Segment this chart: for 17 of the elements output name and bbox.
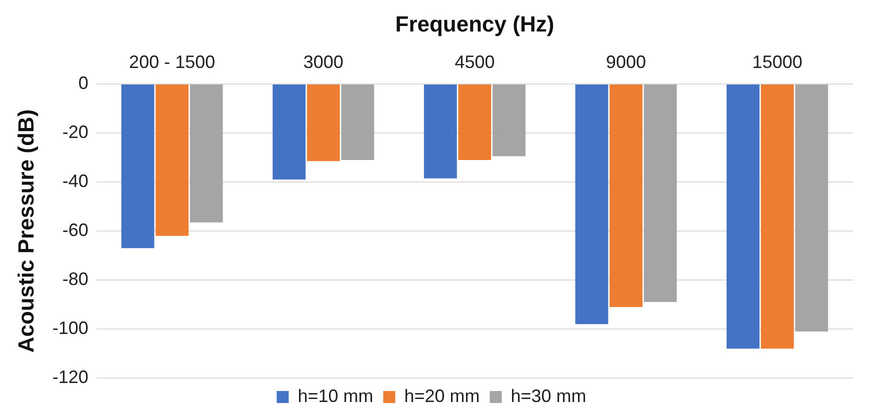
x-tick-label: 200 - 1500 bbox=[129, 52, 216, 72]
y-tick-label: -80 bbox=[62, 268, 88, 289]
x-tick-label: 9000 bbox=[606, 52, 646, 72]
legend-label: h=10 mm bbox=[298, 386, 374, 406]
y-tick-label: -60 bbox=[62, 220, 88, 240]
y-axis-title: Acoustic Pressure (dB) bbox=[13, 109, 38, 353]
y-tick-label: -120 bbox=[52, 366, 88, 387]
x-tick-label: 15000 bbox=[752, 52, 802, 72]
y-tick-label: -40 bbox=[62, 170, 88, 191]
y-tick-label: -100 bbox=[52, 318, 88, 338]
legend-label: h=30 mm bbox=[510, 386, 586, 406]
x-tick-label: 4500 bbox=[454, 52, 495, 72]
x-axis-title: Frequency (Hz) bbox=[395, 11, 554, 36]
legend-label: h=20 mm bbox=[404, 386, 480, 406]
x-tick-label: 3000 bbox=[303, 52, 344, 72]
y-tick-label: -20 bbox=[62, 122, 88, 142]
y-tick-label: 0 bbox=[78, 72, 88, 93]
